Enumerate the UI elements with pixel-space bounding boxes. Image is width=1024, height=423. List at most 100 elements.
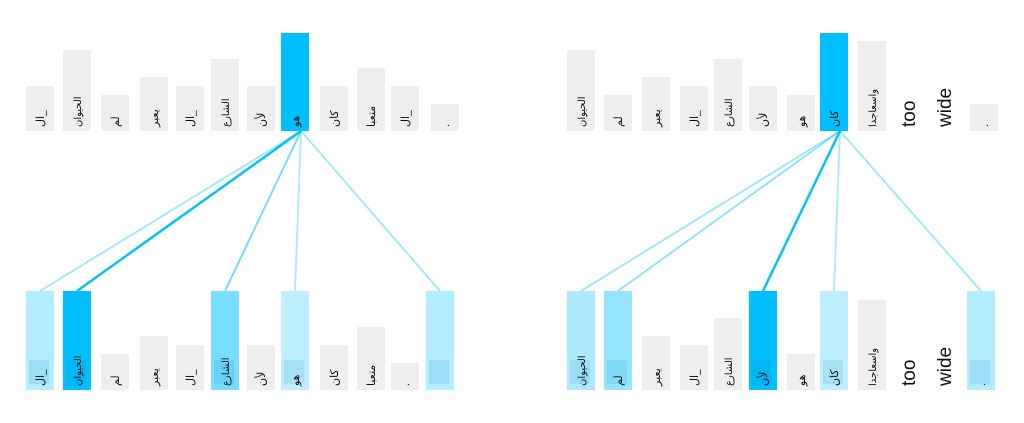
top-token-box — [820, 33, 848, 131]
bottom-token-box — [714, 318, 742, 390]
bottom-token[interactable]: لأن — [749, 291, 777, 390]
bottom-token-inner — [570, 360, 590, 384]
bottom-token[interactable]: لأن — [247, 345, 275, 390]
top-token-label: متعبا — [365, 106, 378, 127]
top-token-box — [749, 86, 777, 131]
bottom-token-inner — [214, 360, 234, 384]
top-token-label: لم — [612, 116, 625, 127]
bottom-token[interactable] — [426, 291, 454, 390]
top-token-label: كان — [828, 110, 841, 127]
bottom-token-label: ال_ — [688, 369, 701, 386]
top-token[interactable]: لأن — [247, 86, 275, 131]
bottom-token-box — [426, 291, 454, 390]
top-token[interactable]: لأن — [749, 86, 777, 131]
top-token-box — [714, 59, 742, 131]
top-token[interactable]: كان — [320, 86, 348, 131]
top-token[interactable]: . — [970, 104, 998, 131]
top-token[interactable]: ال_ — [176, 86, 204, 131]
bottom-token-label: كان — [828, 369, 841, 386]
bottom-token-label: لم — [612, 375, 625, 386]
bottom-token-label: هو — [289, 374, 302, 387]
top-token[interactable]: . — [431, 104, 459, 131]
bottom-token[interactable]: يعبر — [140, 336, 168, 390]
bottom-token[interactable]: ال_ — [680, 345, 708, 390]
attention-line — [300, 130, 441, 292]
top-token-box — [567, 50, 595, 131]
top-token-box — [970, 104, 998, 131]
attention-line — [39, 130, 302, 292]
top-token[interactable]: ال_ — [26, 86, 54, 131]
bottom-token-inner — [752, 360, 772, 384]
bottom-token[interactable]: كان — [320, 345, 348, 390]
top-token-box — [63, 50, 91, 131]
bottom-token[interactable]: ال_ — [176, 345, 204, 390]
top-token[interactable]: لم — [101, 95, 129, 131]
bottom-token[interactable]: يعبر — [642, 336, 670, 390]
bottom-token[interactable]: الحيوان — [567, 291, 595, 390]
bottom-token[interactable]: واسعاجدا — [858, 300, 886, 390]
bottom-token-label: ال_ — [34, 369, 47, 386]
bottom-token-box — [101, 354, 129, 390]
attention-diagram-1: ال_ الحيوان لم يعبر ال_ الشارع لأن هو كان متعبا ال… — [26, 33, 459, 390]
top-token[interactable]: لم — [604, 95, 632, 131]
top-token-label: too — [899, 101, 920, 127]
bottom-token-box — [211, 291, 239, 390]
top-token-box — [787, 95, 815, 131]
top-token[interactable]: الشارع — [714, 59, 742, 131]
bottom-token[interactable]: too — [899, 360, 920, 386]
top-token[interactable]: يعبر — [642, 77, 670, 131]
bottom-token-label: الحيوان — [577, 355, 588, 386]
bottom-token-inner — [823, 360, 843, 384]
top-token[interactable]: ال_ — [680, 86, 708, 131]
top-token-box — [320, 86, 348, 131]
bottom-token[interactable]: . — [391, 363, 419, 390]
top-token-label: لأن — [756, 113, 770, 127]
bottom-token[interactable]: الشارع — [211, 291, 239, 390]
bottom-token[interactable]: الشارع — [714, 318, 742, 390]
bottom-token-label: كان — [328, 369, 341, 386]
bottom-token-label: لم — [109, 375, 122, 386]
attention-line — [839, 130, 982, 292]
top-token-label: يعبر — [148, 109, 161, 128]
top-token-label: ال_ — [184, 110, 197, 127]
top-token[interactable]: ال_ — [391, 86, 419, 131]
bottom-token[interactable]: wide — [935, 347, 956, 387]
top-token-label: ال_ — [688, 110, 701, 127]
top-token-label: لأن — [254, 113, 268, 127]
attention-line — [833, 130, 841, 292]
top-token[interactable]: too — [899, 101, 920, 127]
top-token-label: ال_ — [34, 110, 47, 127]
top-token[interactable]: الحيوان — [63, 50, 91, 131]
top-token[interactable]: يعبر — [140, 77, 168, 131]
bottom-token[interactable]: متعبا — [357, 327, 385, 390]
bottom-token[interactable]: كان — [820, 291, 848, 390]
bottom-token-box — [604, 291, 632, 390]
top-token[interactable]: كان — [820, 33, 848, 131]
bottom-token[interactable]: لم — [604, 291, 632, 390]
bottom-token-box — [749, 291, 777, 390]
top-token[interactable]: هو — [787, 95, 815, 131]
bottom-token[interactable]: . — [967, 291, 995, 390]
top-token[interactable]: الشارع — [211, 59, 239, 131]
bottom-token-box — [140, 336, 168, 390]
top-token[interactable]: wide — [935, 88, 956, 128]
bottom-token-box — [967, 291, 995, 390]
bottom-token[interactable]: ال_ — [26, 291, 54, 390]
bottom-token-box — [320, 345, 348, 390]
bottom-token[interactable]: هو — [281, 291, 309, 390]
attention-diagram-2: الحيوان لم يعبر ال_ الشارع لأن هو كان واسعاجدا to… — [567, 33, 998, 390]
top-token-label: لم — [109, 116, 122, 127]
bottom-token[interactable]: لم — [101, 354, 129, 390]
bottom-token[interactable]: الحيوان — [63, 291, 91, 390]
bottom-token[interactable]: هو — [787, 354, 815, 390]
top-token-box — [604, 95, 632, 131]
bottom-token-box — [787, 354, 815, 390]
top-token[interactable]: متعبا — [357, 68, 385, 131]
top-token[interactable]: واسعاجدا — [858, 41, 886, 131]
bottom-token-box — [247, 345, 275, 390]
top-token[interactable]: الحيوان — [567, 50, 595, 131]
top-token[interactable]: هو — [281, 33, 309, 131]
top-token-box — [431, 104, 459, 131]
attention-line — [580, 130, 841, 292]
bottom-token-box — [357, 327, 385, 390]
